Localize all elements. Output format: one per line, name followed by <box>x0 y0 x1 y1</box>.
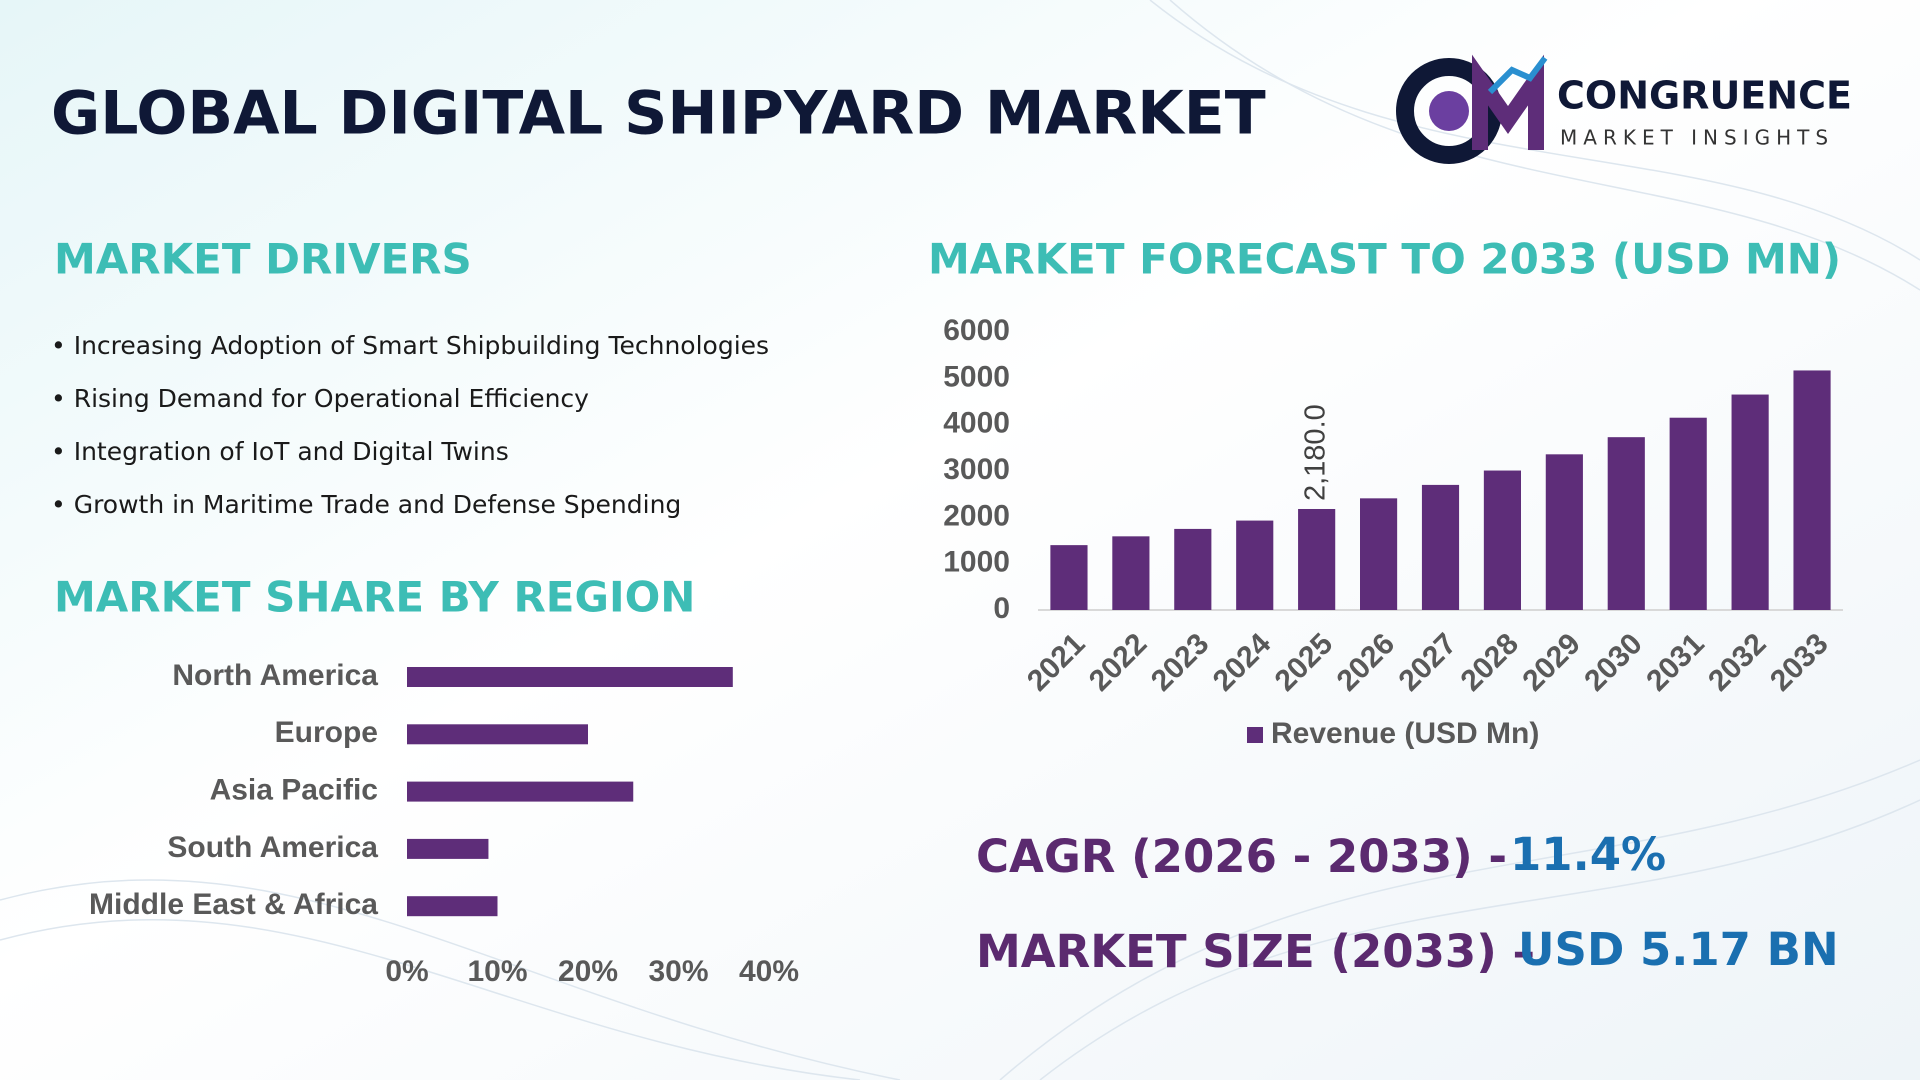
driver-item: • Increasing Adoption of Smart Shipbuild… <box>51 331 769 360</box>
bar <box>1669 417 1707 610</box>
y-tick-label: 0 <box>993 592 1010 625</box>
stat-value: 11.4% <box>1510 828 1666 881</box>
y-tick-label: Middle East & Africa <box>89 888 378 921</box>
data-label: 2,180.0 <box>1299 404 1331 501</box>
driver-item: • Rising Demand for Operational Efficien… <box>51 384 589 413</box>
x-tick-label: 10% <box>467 955 527 988</box>
forecast-chart-title: MARKET FORECAST TO 2033 (USD MN) <box>928 235 1841 284</box>
bar <box>1050 545 1088 610</box>
y-tick-label: 1000 <box>943 546 1010 579</box>
logo-m <box>1472 54 1544 150</box>
y-tick-label: North America <box>172 659 378 692</box>
driver-item: • Integration of IoT and Digital Twins <box>51 437 509 466</box>
legend-swatch <box>1247 727 1263 743</box>
bar <box>1793 370 1831 610</box>
bar <box>407 724 588 745</box>
bar <box>407 838 489 859</box>
x-tick-label: 40% <box>739 955 799 988</box>
bar <box>407 667 733 687</box>
y-tick-label: 4000 <box>943 407 1010 440</box>
bar <box>1731 394 1769 610</box>
bar <box>1174 528 1212 610</box>
bar <box>407 896 498 917</box>
y-tick-label: South America <box>167 831 378 864</box>
x-tick-label: 30% <box>648 955 708 988</box>
y-tick-label: 6000 <box>943 314 1010 347</box>
region-chart-title: MARKET SHARE BY REGION <box>54 573 695 622</box>
bar <box>1421 484 1460 610</box>
y-tick-label: Europe <box>275 716 378 749</box>
bar <box>1545 454 1583 610</box>
bar <box>1112 536 1150 610</box>
page-title: GLOBAL DIGITAL SHIPYARD MARKET <box>51 79 1266 149</box>
y-tick-label: 2000 <box>943 499 1010 532</box>
bar <box>1607 437 1645 610</box>
logo-arrow <box>1487 56 1548 95</box>
legend-label: Revenue (USD Mn) <box>1271 717 1539 750</box>
bar <box>1483 470 1521 610</box>
logo-tagline: MARKET INSIGHTS <box>1560 126 1834 150</box>
x-tick-label: 20% <box>558 955 618 988</box>
stat-label: CAGR (2026 - 2033) - <box>976 830 1507 883</box>
y-tick-label: 5000 <box>943 360 1010 393</box>
x-tick-label: 0% <box>385 955 428 988</box>
y-tick-label: 3000 <box>943 453 1010 486</box>
logo-name: CONGRUENCE <box>1557 74 1852 118</box>
bar <box>407 781 634 802</box>
logo-globe <box>1429 91 1469 131</box>
stat-label: MARKET SIZE (2033) – <box>976 925 1535 978</box>
stat-value: USD 5.17 BN <box>1518 923 1839 976</box>
y-tick-label: Asia Pacific <box>210 774 378 807</box>
driver-item: • Growth in Maritime Trade and Defense S… <box>51 490 681 519</box>
drivers-heading: MARKET DRIVERS <box>54 235 472 284</box>
bar <box>1298 508 1336 610</box>
logo: CONGRUENCE MARKET INSIGHTS <box>1396 54 1852 164</box>
bar <box>1236 520 1274 610</box>
bar <box>1360 498 1398 610</box>
